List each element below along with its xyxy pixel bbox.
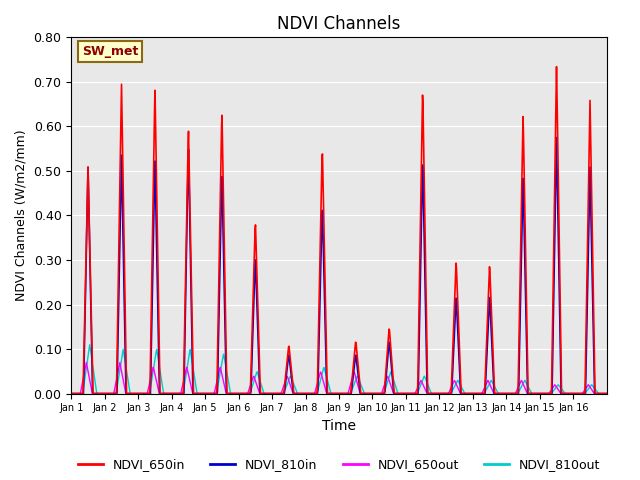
- Y-axis label: NDVI Channels (W/m2/mm): NDVI Channels (W/m2/mm): [15, 130, 28, 301]
- Title: NDVI Channels: NDVI Channels: [277, 15, 401, 33]
- Text: SW_met: SW_met: [82, 45, 138, 58]
- X-axis label: Time: Time: [322, 419, 356, 433]
- Legend: NDVI_650in, NDVI_810in, NDVI_650out, NDVI_810out: NDVI_650in, NDVI_810in, NDVI_650out, NDV…: [73, 453, 605, 476]
